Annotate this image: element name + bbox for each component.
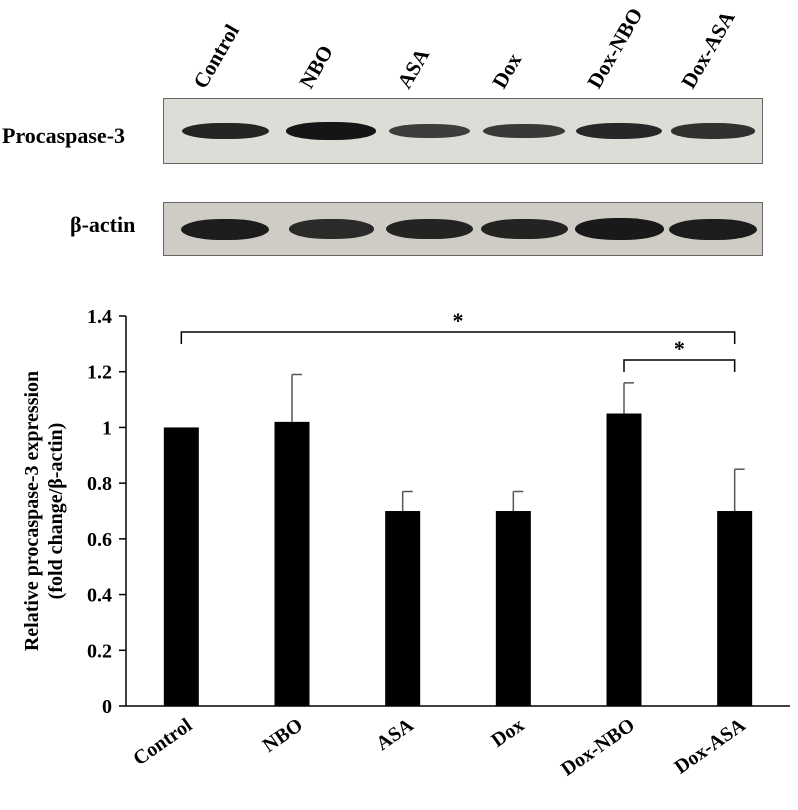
bar (274, 421, 310, 706)
blot-lane-label: Dox-ASA (676, 6, 740, 93)
y-tick-label: 0.2 (87, 640, 112, 662)
y-tick-label: 0.4 (87, 585, 112, 607)
blot-band (576, 123, 662, 139)
significance-star: * (674, 336, 685, 361)
blot-band (385, 218, 473, 240)
significance-bracket (180, 331, 736, 344)
blot-band (181, 122, 269, 140)
y-axis-label-2: (fold change/β-actin) (45, 423, 67, 600)
blot-lane-label: Dox (487, 49, 527, 93)
significance-bracket (623, 359, 736, 372)
y-tick-label: 1.4 (87, 306, 112, 328)
blot-band (480, 218, 568, 240)
blot-row-label-procaspase: Procaspase-3 (2, 123, 126, 148)
y-tick-label: 0 (102, 696, 112, 718)
x-tick-label: Dox (487, 714, 528, 752)
bar (495, 511, 531, 706)
blot-lane-label: Control (188, 20, 244, 93)
bar (717, 511, 753, 706)
blot-band (288, 219, 374, 239)
blot-band (574, 218, 664, 240)
blot-lane-label: Dox-NBO (582, 3, 648, 93)
blot-row-label-actin: β-actin (70, 212, 136, 237)
bar (163, 427, 199, 706)
x-tick-label: Control (129, 714, 196, 770)
blot-band (671, 123, 755, 139)
blot-band (388, 124, 470, 138)
x-tick-label: NBO (259, 714, 307, 757)
bar (606, 413, 642, 706)
bar-chart: 0 0.2 0.4 0.6 0.8 1 1.2 1.4 Relative procaspase-… (21, 306, 790, 781)
blot-band (483, 123, 565, 139)
y-tick-label: 1 (102, 417, 112, 439)
blot-lane-label: ASA (392, 44, 435, 93)
blot-band (181, 218, 269, 240)
y-tick-label: 0.8 (87, 473, 112, 495)
blot-band (669, 218, 757, 240)
blot-strip-procaspase (163, 98, 763, 164)
y-axis-label: Relative procaspase-3 expression (21, 371, 43, 651)
x-tick-label: Dox-NBO (557, 714, 639, 780)
y-tick-label: 1.2 (87, 362, 112, 384)
blot-strip-actin (163, 202, 763, 256)
bar (385, 511, 421, 706)
significance-star: * (453, 308, 464, 333)
x-tick-label: ASA (372, 714, 418, 755)
x-tick-label: Dox-ASA (670, 714, 750, 779)
blot-band (286, 122, 376, 140)
y-tick-label: 0.6 (87, 529, 112, 551)
blot-lane-label: NBO (294, 41, 338, 93)
